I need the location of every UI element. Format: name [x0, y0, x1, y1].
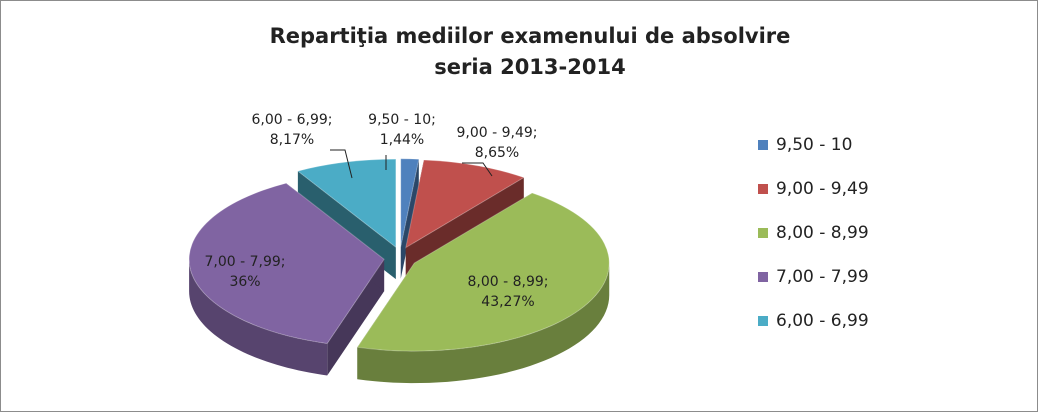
legend-swatch [758, 272, 768, 282]
data-label-category: 9,50 - 10 [368, 112, 431, 128]
data-labels: 9,50 - 10; 1,44% 9,00 - 9,49; 8,65% 8,00 - 8… [204, 112, 548, 310]
legend-swatch [758, 184, 768, 194]
data-label-value: 8,17% [270, 132, 314, 148]
slice-top [188, 182, 385, 344]
data-label-separator: ; [431, 112, 436, 128]
slice-wall [357, 263, 610, 384]
slice-top [405, 159, 526, 249]
chart-subtitle: seria 2013-2014 [434, 55, 625, 79]
legend-label: 9,50 - 10 [776, 135, 852, 155]
data-label-value: 36% [229, 274, 260, 290]
data-label-value: 43,27% [481, 294, 534, 310]
data-label-category: 7,00 - 7,99 [204, 254, 280, 270]
data-label: 6,00 - 6,99; 8,17% [251, 112, 332, 148]
legend-swatch [758, 316, 768, 326]
leader-line [462, 162, 493, 177]
data-label: 9,50 - 10; 1,44% [368, 112, 436, 148]
data-label-separator: ; [281, 254, 286, 270]
slice-top [296, 158, 397, 249]
data-label: 9,00 - 9,49; 8,65% [456, 125, 537, 161]
slice-side [400, 159, 419, 279]
data-label-category: 9,00 - 9,49 [456, 125, 532, 141]
legend: 9,50 - 10 9,00 - 9,49 8,00 - 8,99 7,00 - 7,… [758, 135, 869, 331]
slice-top [356, 192, 610, 352]
legend-label: 8,00 - 8,99 [776, 223, 869, 243]
slice-side [327, 259, 385, 376]
data-label-category: 6,00 - 6,99 [251, 112, 327, 128]
legend-label: 9,00 - 9,49 [776, 179, 869, 199]
chart-title: Repartiţia mediilor examenului de absolv… [270, 24, 791, 48]
data-label-separator: ; [533, 125, 538, 141]
slice-wall [189, 259, 328, 376]
leader-line [330, 149, 353, 179]
data-label: 8,00 - 8,99; 43,27% [467, 274, 548, 310]
slice [188, 182, 385, 376]
data-label-separator: ; [328, 112, 333, 128]
slice [400, 158, 420, 279]
legend-label: 6,00 - 6,99 [776, 311, 869, 331]
legend-swatch [758, 140, 768, 150]
data-label-category: 8,00 - 8,99 [467, 274, 543, 290]
data-label-value: 8,65% [475, 145, 519, 161]
legend-label: 7,00 - 7,99 [776, 267, 869, 287]
legend-swatch [758, 228, 768, 238]
pie [188, 158, 610, 384]
data-label-separator: ; [544, 274, 549, 290]
data-label-value: 1,44% [380, 132, 424, 148]
slice-top [400, 158, 420, 247]
slice [356, 192, 610, 384]
data-label: 7,00 - 7,99; 36% [204, 254, 285, 290]
